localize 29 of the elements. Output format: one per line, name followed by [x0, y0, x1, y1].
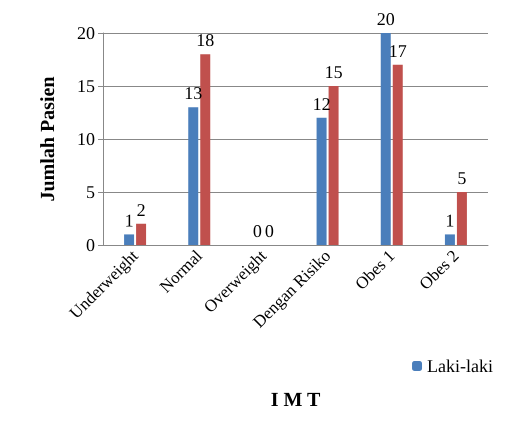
x-tick-label: Obes 1	[351, 246, 398, 294]
y-tick-label: 20	[77, 23, 95, 43]
y-tick-label: 0	[86, 235, 95, 255]
data-label: 18	[196, 30, 214, 50]
bar	[124, 234, 134, 245]
data-label: 1	[445, 210, 454, 230]
data-label: 20	[376, 9, 395, 29]
data-label: 0	[252, 221, 262, 241]
legend-label: Laki-laki	[427, 356, 494, 376]
bar	[444, 234, 455, 245]
bar	[136, 224, 146, 245]
y-tick-label: 15	[77, 76, 95, 96]
y-tick-label: 5	[86, 182, 95, 202]
bar	[328, 86, 339, 245]
y-tick-label: 10	[77, 129, 95, 149]
bar	[200, 54, 210, 245]
data-label: 5	[457, 168, 466, 188]
x-tick-label: Obes 2	[416, 246, 463, 294]
bar	[456, 192, 467, 245]
data-label: 2	[136, 200, 146, 220]
x-axis-title: I M T	[270, 389, 321, 411]
data-label: 0	[264, 221, 274, 241]
bar	[188, 107, 198, 245]
y-axis-title: Jumlah Pasien	[37, 76, 59, 202]
bar	[316, 118, 327, 245]
data-label: 1	[124, 210, 134, 230]
bar	[392, 64, 403, 245]
data-label: 15	[324, 62, 343, 82]
bar	[380, 33, 391, 245]
